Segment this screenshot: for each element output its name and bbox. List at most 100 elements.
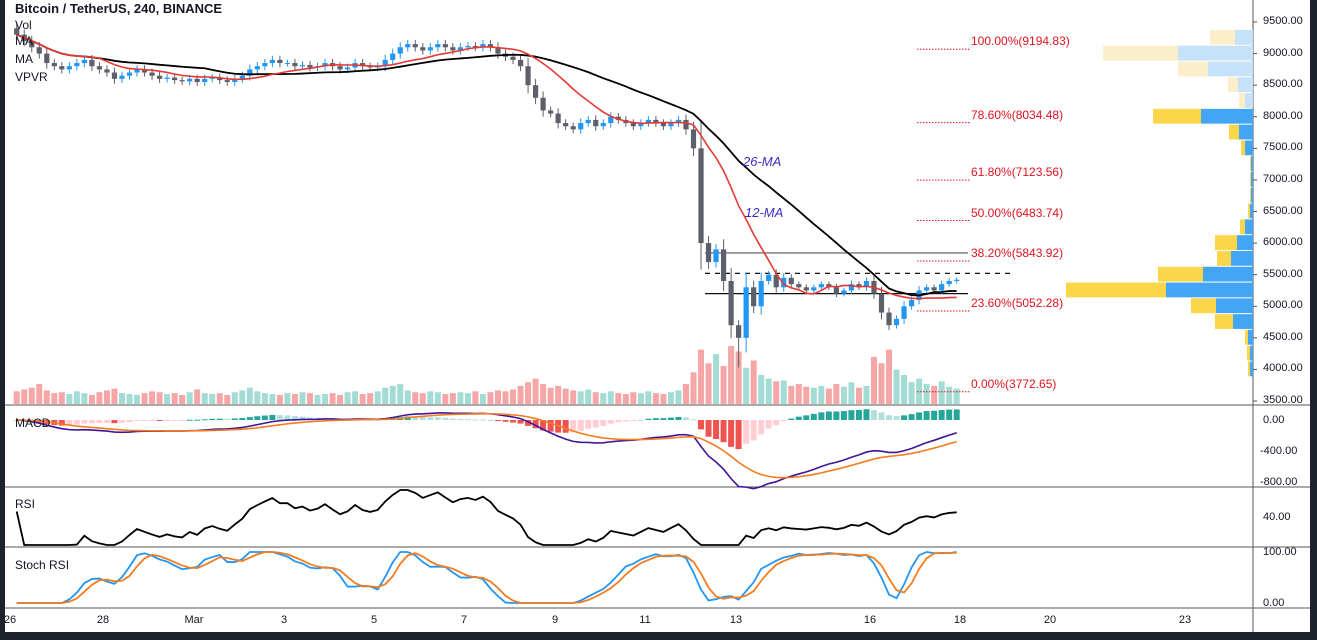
- candle-body: [743, 287, 749, 338]
- macd-histogram-bar: [600, 420, 607, 426]
- macd-histogram-bar: [171, 420, 178, 421]
- vpvr-up-bar: [1228, 77, 1238, 93]
- volume-bar: [322, 394, 329, 404]
- candle-body: [863, 280, 870, 288]
- macd-histogram-bar: [103, 420, 110, 423]
- legend-ma-2[interactable]: MA: [15, 52, 33, 66]
- candle-body: [164, 77, 170, 79]
- volume-bar: [585, 389, 592, 404]
- candle-body: [713, 249, 719, 263]
- volume-bar: [510, 389, 517, 404]
- volume-bar: [780, 380, 787, 404]
- volume-bar: [149, 391, 156, 404]
- vpvr-down-bar: [1166, 282, 1253, 298]
- volume-bar: [517, 385, 524, 404]
- candle-body: [202, 78, 208, 83]
- x-tick: 5: [370, 614, 378, 626]
- vpvr-down-bar: [1250, 361, 1253, 377]
- macd-histogram-bar: [735, 420, 742, 450]
- macd-histogram-bar: [705, 420, 712, 437]
- candle-body: [555, 113, 561, 124]
- fib-level-label: 100.00%(9194.83): [971, 34, 1070, 49]
- volume-bar: [442, 394, 449, 404]
- vpvr-up-bar: [1250, 187, 1251, 203]
- macd-histogram-bar: [179, 420, 186, 421]
- fib-level-label: 78.60%(8034.48): [971, 107, 1064, 122]
- volume-bar: [660, 394, 667, 404]
- vpvr-down-bar: [1250, 203, 1253, 219]
- legend-vpvr[interactable]: VPVR: [15, 70, 48, 84]
- candle-body: [427, 47, 433, 51]
- macd-histogram-bar: [652, 418, 659, 420]
- volume-bar: [352, 391, 359, 404]
- volume-bar: [825, 388, 832, 404]
- volume-bar: [810, 387, 817, 404]
- volume-bar: [88, 394, 95, 404]
- price-axis-label: 3500.00: [1263, 394, 1303, 406]
- legend-vol[interactable]: Vol: [15, 18, 32, 32]
- candle-body: [766, 274, 772, 281]
- volume-bar: [728, 346, 735, 404]
- candle-body: [653, 119, 659, 124]
- price-axis-label: 8500.00: [1263, 78, 1303, 91]
- candle-body: [570, 126, 576, 130]
- candle-body: [405, 44, 411, 48]
- volume-bar: [21, 389, 28, 404]
- macd-histogram-bar: [412, 416, 419, 420]
- fib-level-label: 23.60%(5052.28): [971, 295, 1064, 310]
- macd-histogram-bar: [427, 417, 434, 420]
- volume-bar: [306, 393, 313, 404]
- legend-ma-1[interactable]: MA: [15, 34, 33, 48]
- candle-body: [390, 53, 396, 60]
- volume-bar: [291, 394, 298, 404]
- candle-body: [751, 287, 757, 307]
- volume-bar: [374, 391, 381, 404]
- volume-bar: [758, 375, 765, 404]
- volume-bar: [209, 394, 216, 404]
- x-tick: 23: [1178, 614, 1192, 626]
- macd-histogram-bar: [570, 420, 577, 433]
- chart-area[interactable]: Bitcoin / TetherUS, 240, BINANCE Vol MA …: [4, 0, 1310, 632]
- candle-body: [736, 325, 742, 338]
- vpvr-down-bar: [1216, 298, 1253, 314]
- price-axis-label: 7500.00: [1263, 141, 1303, 154]
- candle-body: [126, 72, 133, 76]
- macd-histogram-bar: [810, 413, 817, 420]
- candle-body: [924, 287, 930, 291]
- x-tick: 20: [1043, 614, 1057, 626]
- volume-bar: [171, 393, 178, 404]
- chart-canvas[interactable]: [5, 0, 1310, 632]
- candle-body: [510, 56, 516, 60]
- macd-histogram-bar: [645, 418, 652, 420]
- vpvr-down-bar: [1238, 77, 1253, 93]
- volume-bar: [73, 391, 80, 404]
- volume-bar: [111, 388, 118, 404]
- macd-histogram-bar: [134, 420, 141, 422]
- macd-histogram-bar: [630, 420, 637, 421]
- volume-bar: [118, 393, 125, 404]
- vpvr-up-bar: [1178, 61, 1208, 77]
- candle-body: [299, 64, 306, 67]
- x-tick: 28: [96, 614, 110, 626]
- volume-bar: [13, 391, 20, 404]
- candle-body: [179, 80, 185, 82]
- macd-histogram-bar: [953, 409, 960, 420]
- candle-body: [209, 77, 215, 79]
- volume-bar: [953, 388, 960, 404]
- volume-bar: [577, 391, 584, 404]
- macd-histogram-bar: [209, 418, 216, 420]
- vpvr-up-bar: [1158, 266, 1203, 282]
- candle-body: [946, 280, 952, 285]
- volume-bar: [946, 386, 953, 404]
- candle-body: [833, 287, 839, 294]
- candle-body: [104, 69, 110, 73]
- rsi-line: [15, 489, 957, 546]
- volume-bar: [51, 393, 58, 404]
- price-axis-label: 9500.00: [1263, 15, 1303, 27]
- macd-histogram-bar: [743, 420, 750, 444]
- volume-bar: [765, 378, 772, 404]
- macd-histogram-bar: [58, 420, 65, 426]
- volume-bar: [713, 354, 720, 404]
- x-tick: 7: [460, 614, 468, 626]
- vpvr-up-bar: [1229, 124, 1239, 140]
